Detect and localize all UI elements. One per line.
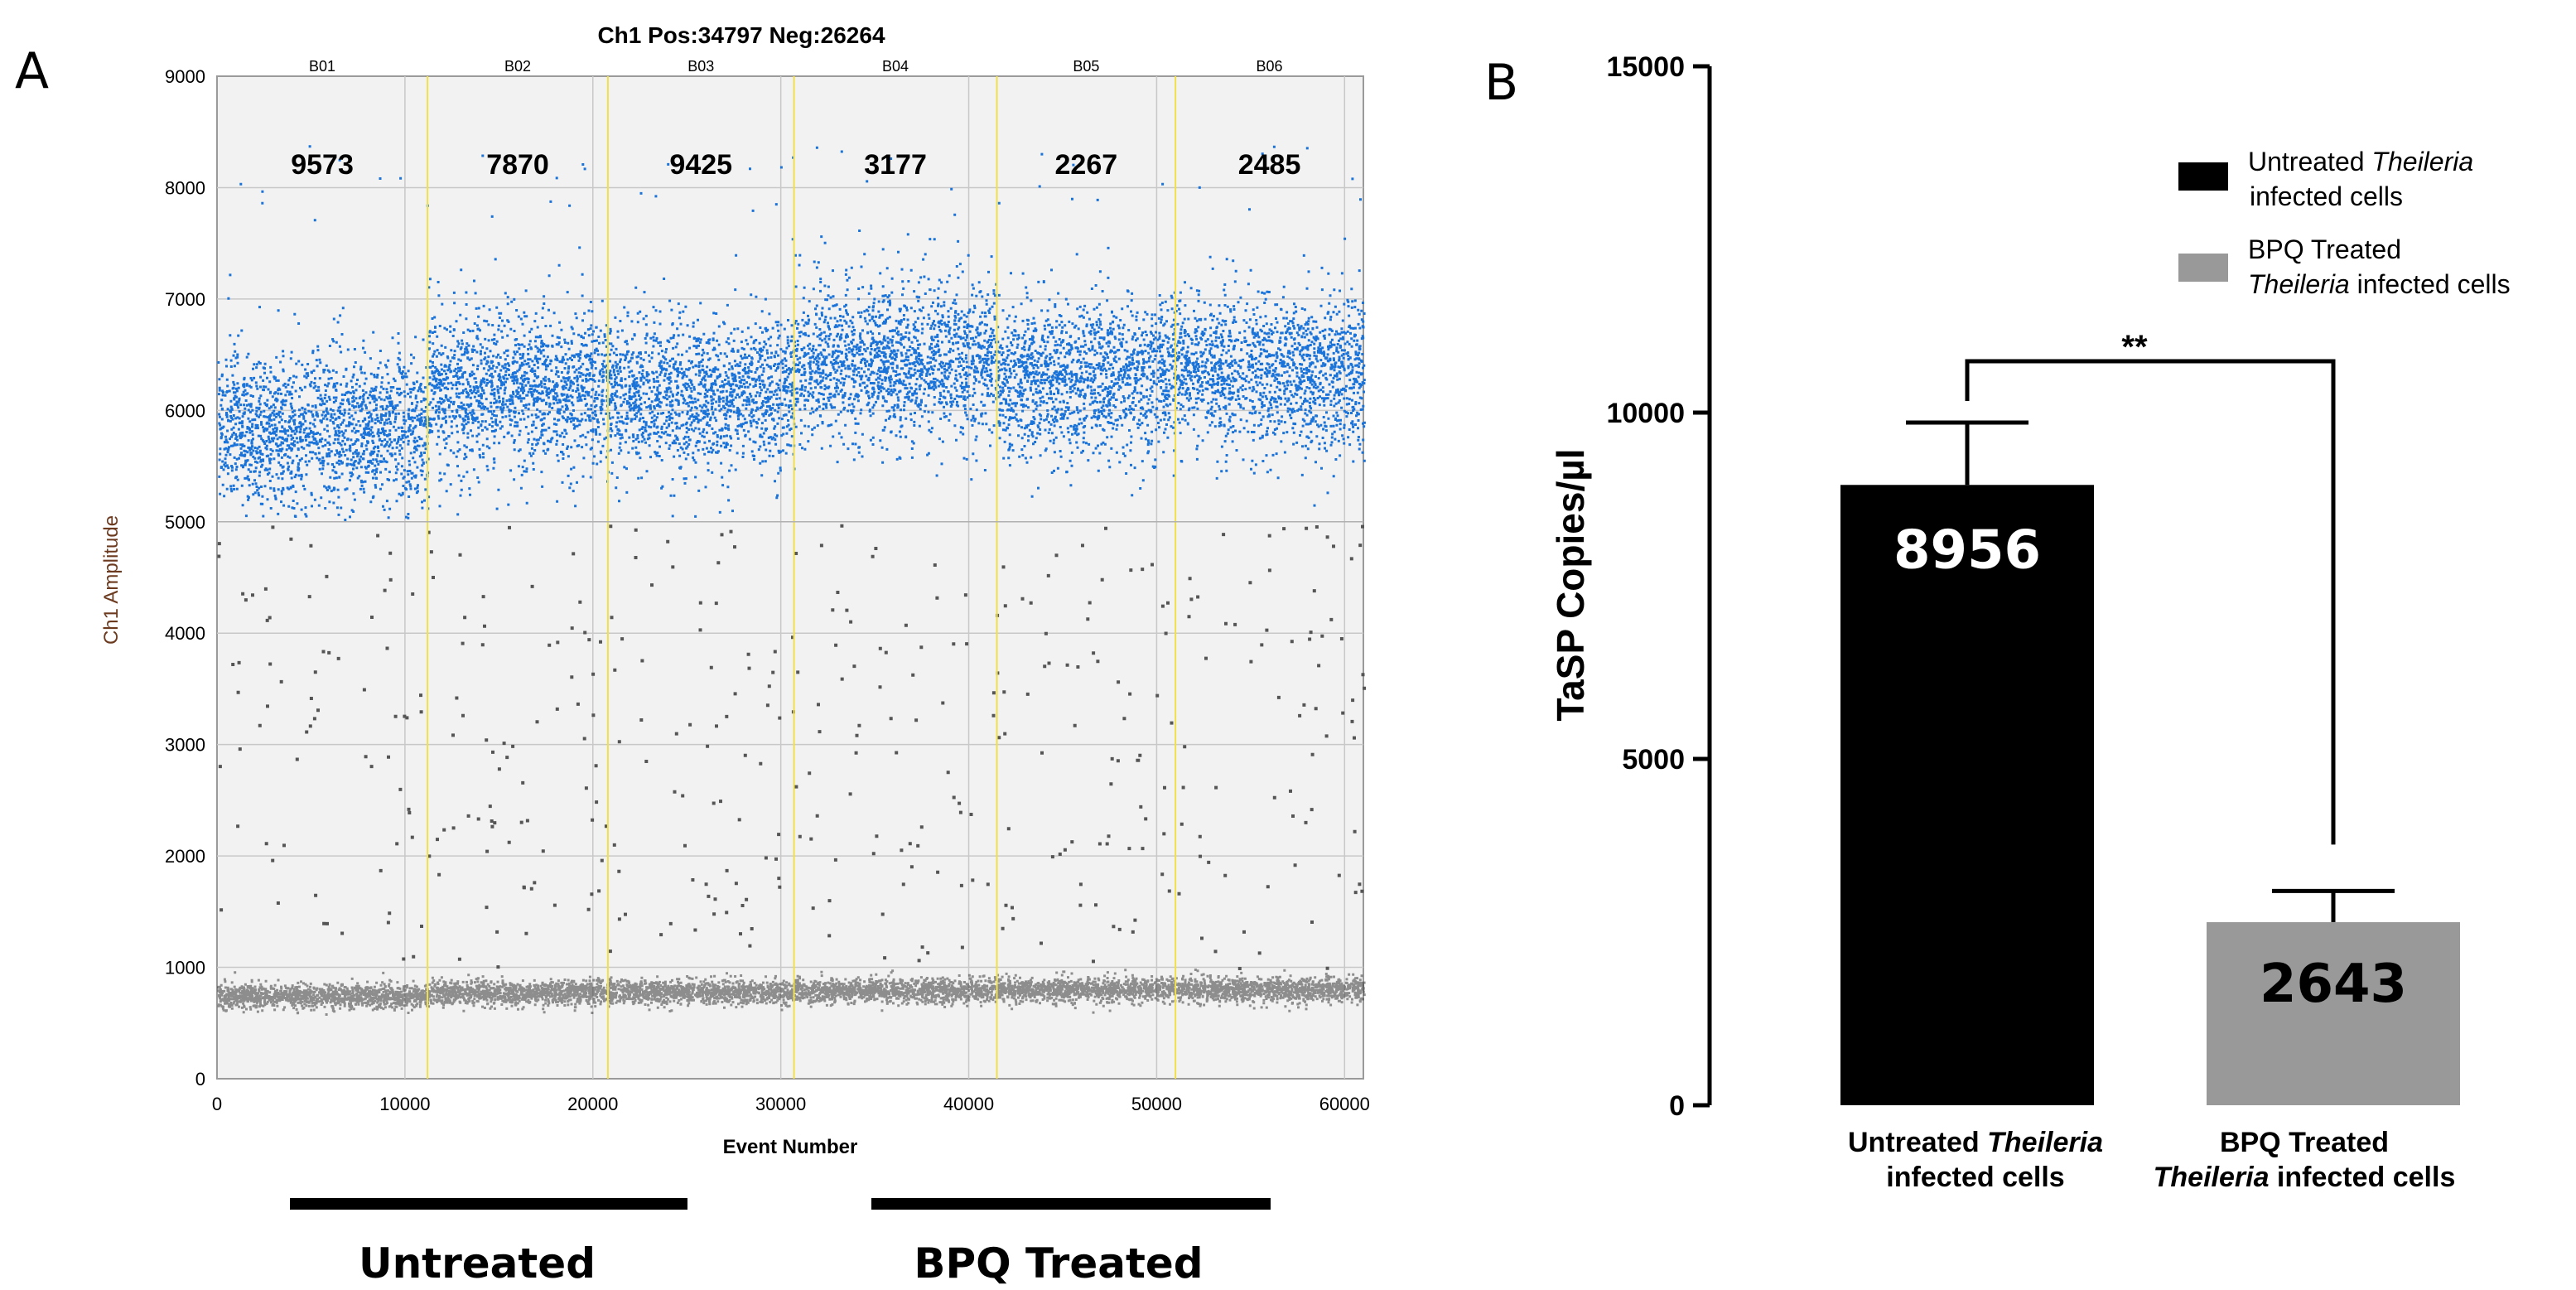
treatment-groups: Untreated BPQ Treated (290, 1198, 1271, 1288)
x-tick-label: 0 (212, 1094, 222, 1114)
x-tick-label: 40000 (943, 1094, 994, 1114)
negative-droplet-points (217, 969, 1366, 1016)
bar-y-tick-label: 0 (1669, 1090, 1685, 1122)
legend-untreated-line2: infected cells (2250, 181, 2403, 211)
well-label: B06 (1257, 58, 1283, 75)
significance-stars: ** (2121, 329, 2148, 365)
ddpcr-title: Ch1 Pos:34797 Neg:26264 (597, 22, 885, 48)
y-axis-ticks: 0 1000 2000 3000 4000 5000 6000 7000 8000 9000 (165, 66, 205, 1089)
x-tick-label: 20000 (567, 1094, 618, 1114)
untreated-group-bar (290, 1198, 687, 1210)
legend-bpq-line1: BPQ Treated (2248, 234, 2401, 264)
value-label-untreated: 8956 (1893, 519, 2041, 581)
y-tick-label: 0 (195, 1069, 205, 1089)
well-boundaries (427, 76, 1177, 1079)
error-bar-bpq-treated (2272, 888, 2395, 923)
x-axis-label: Event Number (723, 1136, 858, 1158)
positive-count: 9573 (291, 149, 354, 181)
leg1-l2-normal: infected cells (2350, 269, 2511, 299)
positive-count: 3177 (864, 149, 927, 181)
significance-bracket (1965, 359, 2336, 845)
untreated-group-label: Untreated (359, 1239, 596, 1288)
category-bpq-line2: Theileria infected cells (2154, 1162, 2456, 1193)
legend-bpq-line2: Theileria infected cells (2248, 269, 2511, 299)
positive-droplet-points (217, 145, 1366, 521)
cat0-l2-normal: infected cells (1886, 1162, 2064, 1193)
category-untreated-line1: Untreated Theileria (1848, 1127, 2103, 1158)
cat0-l1-normal: Untreated (1848, 1127, 1987, 1158)
negative-droplets (217, 524, 1367, 1016)
x-tick-label: 10000 (379, 1094, 430, 1114)
category-bpq-line1: BPQ Treated (2220, 1127, 2389, 1158)
bar-bpq-treated (2207, 922, 2460, 1105)
well-labels: B01 B02 B03 B04 B05 B06 (309, 58, 1283, 75)
bar-y-axis-label: TaSP Copies/µl (1549, 448, 1592, 721)
x-tick-label: 30000 (755, 1094, 806, 1114)
positive-count-labels: 9573 7870 9425 3177 2267 2485 (291, 149, 1300, 181)
leg0-l2-normal: infected cells (2250, 181, 2403, 211)
y-tick-label: 1000 (165, 958, 205, 978)
bpq-treated-group-bar (871, 1198, 1271, 1210)
x-axis-ticks: 0 10000 20000 30000 40000 50000 60000 (212, 1094, 1370, 1114)
panel-a: A Ch1 Pos:34797 Neg:26264 0 1000 2000 3000 4… (15, 22, 1370, 1288)
category-labels: Untreated Theileria infected cells BPQ T… (1848, 1127, 2455, 1193)
bar-untreated (1840, 485, 2094, 1105)
leg1-l2-italic: Theileria (2248, 269, 2350, 299)
value-label-bpq-treated: 2643 (2260, 954, 2407, 1015)
cat1-l2-italic: Theileria (2154, 1162, 2270, 1193)
y-tick-label: 2000 (165, 846, 205, 867)
panel-b-letter: B (1484, 54, 1518, 112)
bar-y-ticks: 0 5000 10000 15000 (1606, 51, 1710, 1122)
bar-y-tick-label: 5000 (1622, 744, 1685, 775)
leg0-l1-normal: Untreated (2248, 147, 2371, 176)
positive-count: 7870 (486, 149, 549, 181)
cat1-l2-normal: infected cells (2269, 1162, 2455, 1193)
positive-count: 2485 (1238, 149, 1301, 181)
bars: 8956 2643 (1840, 420, 2460, 1105)
y-tick-label: 7000 (165, 289, 205, 310)
legend-swatch-bpq-treated (2178, 254, 2228, 282)
legend: Untreated Theileria infected cells BPQ T… (2178, 147, 2511, 299)
bar-y-tick-label: 15000 (1606, 51, 1685, 83)
cat0-l1-italic: Theileria (1987, 1127, 2103, 1158)
leg0-l1-italic: Theileria (2371, 147, 2473, 176)
panel-a-letter: A (15, 42, 49, 100)
legend-untreated-line1: Untreated Theileria (2248, 147, 2473, 176)
legend-swatch-untreated (2178, 162, 2228, 191)
positive-droplets (217, 145, 1366, 521)
y-tick-label: 4000 (165, 623, 205, 644)
y-tick-label: 6000 (165, 400, 205, 421)
category-untreated-line2: infected cells (1886, 1162, 2064, 1193)
y-tick-label: 9000 (165, 66, 205, 87)
well-label: B04 (882, 58, 909, 75)
positive-count: 2267 (1055, 149, 1118, 181)
panel-b: B 0 5000 10000 15000 TaSP Copies/µl 8956 26… (1484, 51, 2511, 1193)
positive-count: 9425 (669, 149, 732, 181)
ddpcr-gridlines (217, 76, 1363, 1079)
well-label: B02 (504, 58, 531, 75)
well-label: B01 (309, 58, 335, 75)
y-tick-label: 3000 (165, 735, 205, 756)
ddpcr-plot-area (216, 75, 1364, 1080)
bpq-treated-group-label: BPQ Treated (914, 1239, 1203, 1288)
x-tick-label: 50000 (1131, 1094, 1182, 1114)
y-axis-label: Ch1 Amplitude (100, 515, 123, 645)
well-label: B05 (1073, 58, 1099, 75)
error-bar-untreated (1906, 420, 2028, 486)
well-label: B03 (687, 58, 714, 75)
x-tick-label: 60000 (1319, 1094, 1370, 1114)
leg1-l1-normal: BPQ Treated (2248, 234, 2401, 264)
y-tick-label: 8000 (165, 177, 205, 198)
bar-y-tick-label: 10000 (1606, 398, 1685, 429)
y-tick-label: 5000 (165, 512, 205, 533)
cat1-l1-normal: BPQ Treated (2220, 1127, 2389, 1158)
